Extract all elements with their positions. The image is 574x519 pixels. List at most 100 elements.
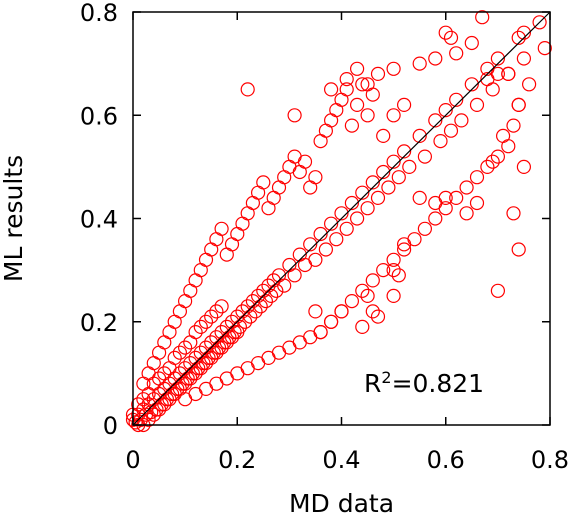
r-squared-value: =0.821 <box>392 369 485 398</box>
data-point <box>485 154 500 169</box>
data-point <box>287 268 302 283</box>
data-point <box>344 195 359 211</box>
data-point <box>370 190 386 205</box>
data-point <box>209 376 224 391</box>
data-point <box>324 113 339 128</box>
y-tick-label: 0.4 <box>80 206 118 234</box>
data-point <box>261 201 276 216</box>
data-point <box>397 237 412 252</box>
data-point <box>360 108 375 123</box>
data-point <box>183 335 198 350</box>
data-point <box>198 381 214 396</box>
data-point <box>313 134 328 149</box>
data-point <box>443 123 459 138</box>
data-point <box>157 397 172 412</box>
data-point <box>344 294 359 309</box>
data-point <box>381 180 396 195</box>
data-point <box>204 350 219 365</box>
data-point <box>183 371 198 386</box>
data-point <box>334 304 349 319</box>
data-point <box>188 273 203 288</box>
data-point <box>370 66 386 82</box>
data-point <box>355 77 370 92</box>
data-point <box>214 340 229 355</box>
data-point <box>240 206 255 221</box>
data-point <box>240 361 255 376</box>
data-point <box>469 195 485 211</box>
data-point <box>152 402 167 417</box>
data-point <box>521 77 537 92</box>
data-point <box>329 232 344 247</box>
data-point <box>350 97 365 113</box>
data-point <box>334 206 349 221</box>
data-point <box>355 319 370 334</box>
data-point <box>464 77 479 92</box>
data-point <box>209 232 224 247</box>
data-point <box>506 118 521 133</box>
data-point <box>365 87 380 102</box>
data-point <box>428 195 443 211</box>
data-point <box>219 247 234 262</box>
data-point <box>386 288 401 303</box>
data-point <box>277 278 292 293</box>
data-point <box>303 180 318 195</box>
data-point <box>287 108 302 123</box>
data-point <box>438 102 453 118</box>
data-point <box>397 144 412 159</box>
data-point <box>251 356 266 371</box>
data-point <box>297 257 313 273</box>
data-point <box>324 216 339 231</box>
data-point <box>277 170 292 185</box>
data-point <box>532 15 547 30</box>
data-point <box>282 159 297 174</box>
data-point <box>365 304 380 319</box>
data-point <box>360 77 375 92</box>
data-point <box>344 118 359 133</box>
data-point <box>146 376 161 391</box>
y-tick-label: 0.8 <box>80 0 118 27</box>
data-point <box>376 263 391 278</box>
data-point <box>162 361 177 376</box>
data-point <box>253 299 268 314</box>
data-point <box>167 350 182 365</box>
data-point <box>537 40 552 56</box>
reference-line <box>132 11 551 426</box>
data-point <box>449 46 464 61</box>
data-point <box>258 294 273 309</box>
data-point <box>449 190 464 205</box>
data-point <box>209 304 224 319</box>
data-point <box>329 102 344 118</box>
x-tick-labels: 0 0.2 0.4 0.6 0.8 <box>125 446 569 474</box>
data-point <box>438 201 453 216</box>
data-point <box>172 304 187 319</box>
data-point <box>271 345 287 360</box>
data-point <box>303 330 318 345</box>
data-point <box>459 180 474 195</box>
axis-ticks <box>132 11 551 426</box>
data-point <box>297 154 313 169</box>
data-point <box>339 71 354 87</box>
data-point <box>417 149 432 164</box>
data-point <box>308 304 323 319</box>
data-point <box>469 97 485 113</box>
data-point <box>178 294 193 309</box>
data-point <box>360 288 375 303</box>
data-point <box>193 361 208 376</box>
x-tick-label: 0.6 <box>427 446 465 474</box>
data-point <box>318 242 333 257</box>
data-point <box>412 190 427 205</box>
r-squared-superscript: 2 <box>381 368 391 387</box>
data-point <box>490 51 505 66</box>
data-point <box>269 283 284 298</box>
data-point <box>157 366 172 381</box>
data-point <box>516 51 532 66</box>
data-point <box>391 170 406 185</box>
data-point <box>365 273 380 288</box>
data-point <box>188 386 203 402</box>
data-point <box>469 170 485 185</box>
data-point <box>417 221 432 236</box>
data-point <box>407 232 422 247</box>
data-point <box>131 397 146 412</box>
data-point <box>511 242 526 257</box>
